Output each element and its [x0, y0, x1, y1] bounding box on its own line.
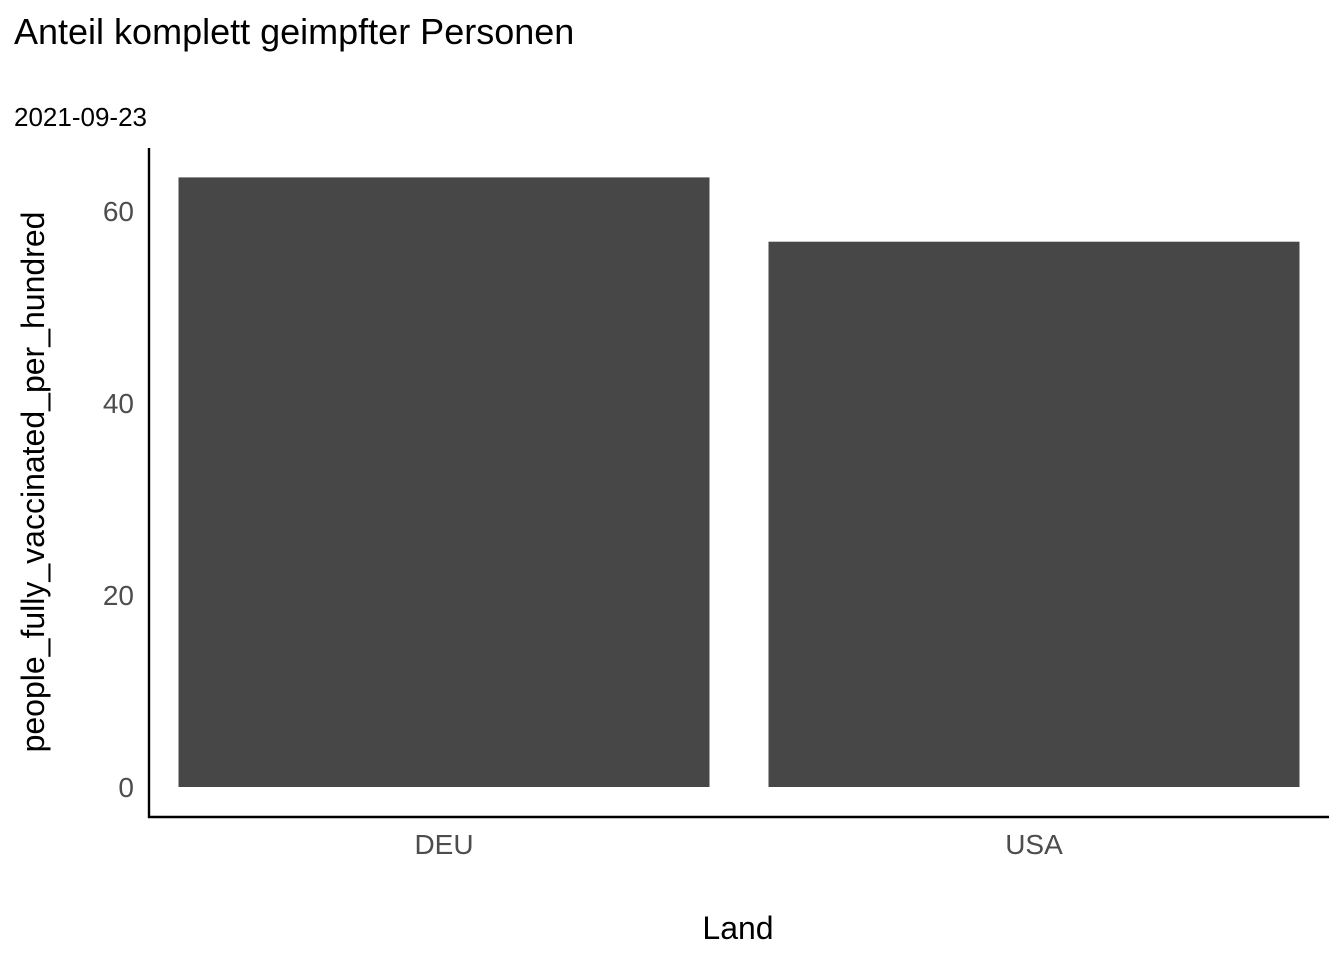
x-tick-label-usa: USA	[1005, 829, 1063, 860]
chart-title: Anteil komplett geimpfter Personen	[14, 11, 574, 52]
y-axis-ticks: 0 20 40 60	[103, 196, 134, 803]
x-axis-ticks: DEU USA	[414, 829, 1063, 860]
x-tick-label-deu: DEU	[414, 829, 473, 860]
y-axis-title: people_fully_vaccinated_per_hundred	[15, 212, 51, 753]
x-axis-title: Land	[702, 910, 773, 946]
y-tick-label-0: 0	[118, 772, 134, 803]
bar-usa	[768, 241, 1300, 787]
bars-group	[178, 177, 1300, 787]
bar-deu	[178, 177, 710, 787]
y-tick-label-60: 60	[103, 196, 134, 227]
chart-subtitle: 2021-09-23	[14, 102, 147, 132]
y-tick-label-20: 20	[103, 580, 134, 611]
y-tick-label-40: 40	[103, 388, 134, 419]
